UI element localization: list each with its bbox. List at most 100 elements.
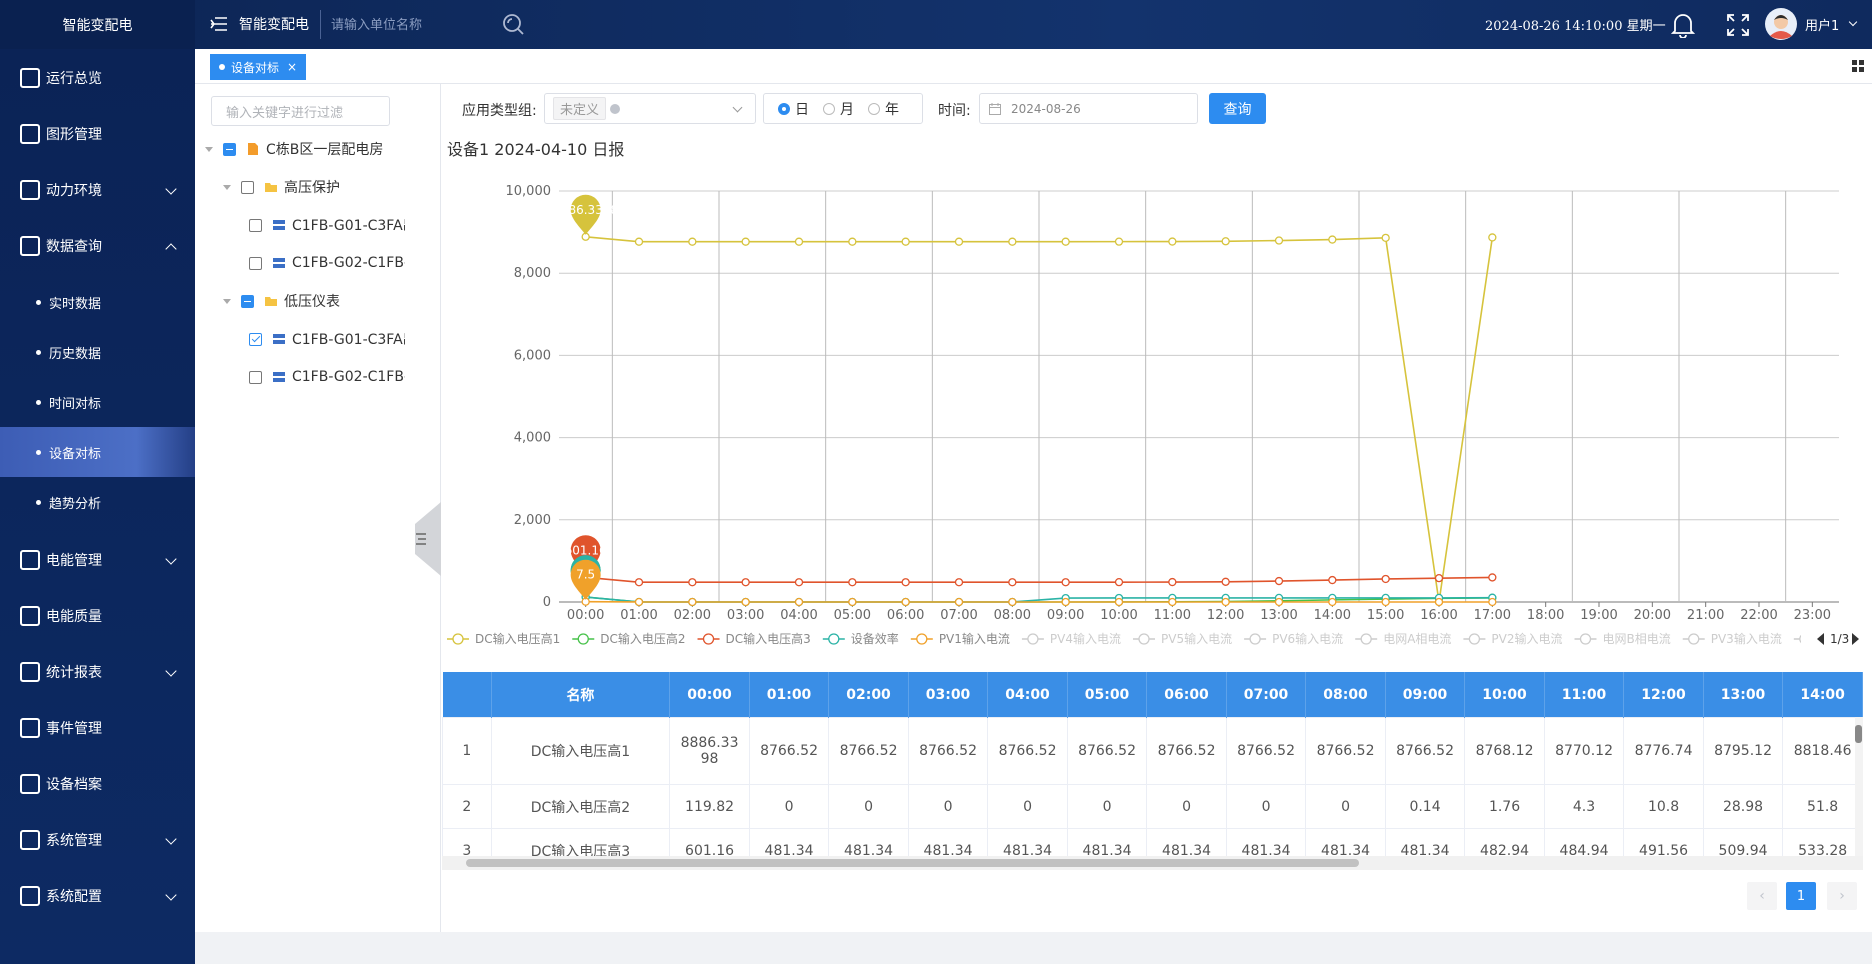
chart: 0 2,000 4,000 6,000 8,000 10,000 00:00 01:00 02:… <box>447 184 1872 646</box>
menu-item[interactable]: 动力环境 <box>0 162 195 218</box>
checkbox[interactable] <box>249 370 262 384</box>
legend-item[interactable]: DC输入电压高2 <box>572 631 686 646</box>
query-button[interactable]: 查询 <box>1209 93 1266 124</box>
table-cell: 8776.74 <box>1623 717 1704 785</box>
menu-item[interactable]: 图形管理 <box>0 106 195 162</box>
legend-item[interactable]: PV6输入电流 <box>1244 631 1343 646</box>
menu-item[interactable]: 事件管理 <box>0 700 195 756</box>
legend-item[interactable]: DC输入电压高3 <box>697 631 811 646</box>
legend-item[interactable]: PV5输入电流 <box>1133 631 1232 646</box>
legend-item[interactable]: DC输入电压高1 <box>447 631 560 646</box>
menu-item[interactable]: 电能质量 <box>0 588 195 644</box>
icon-shape <box>273 340 285 344</box>
tree-node[interactable]: C1FB-G01-C3FA出 <box>241 210 405 240</box>
legend-label: DC输入电压高1 <box>475 631 560 646</box>
h-scroll-thumb[interactable] <box>466 859 1359 867</box>
menu-item[interactable]: 数据查询 <box>0 218 195 274</box>
tree-node[interactable]: C1FB-G01-C3FA出 <box>241 324 405 354</box>
data-point <box>1061 578 1070 587</box>
checkbox[interactable] <box>249 256 262 270</box>
submenu-item[interactable]: 趋势分析 <box>0 477 195 527</box>
fullscreen-icon[interactable] <box>1727 14 1749 36</box>
radio-option[interactable]: 日 <box>778 99 809 119</box>
page-number[interactable]: 1 <box>1786 882 1816 910</box>
checkbox[interactable] <box>249 332 262 346</box>
legend-item[interactable]: PV3输入电流 <box>1682 631 1782 646</box>
time-label: 时间: <box>938 103 971 119</box>
node-icon <box>265 297 277 306</box>
tree-node[interactable]: 低压仪表 <box>223 286 340 316</box>
x-tick-label: 09:00 <box>1047 608 1084 623</box>
x-tick-label: 02:00 <box>674 608 711 623</box>
x-tick-label: 06:00 <box>887 608 924 623</box>
v-scroll-thumb[interactable] <box>1855 725 1862 743</box>
tree-node[interactable]: C1FB-G02-C1FB- <box>241 362 405 392</box>
data-point <box>1381 233 1390 243</box>
legend-item[interactable]: 设备效率 <box>822 631 899 646</box>
radio-option[interactable]: 年 <box>868 99 899 119</box>
data-point <box>794 597 804 607</box>
table-cell: 8770.12 <box>1543 717 1625 785</box>
checkbox[interactable] <box>241 180 254 194</box>
x-tick-label: 23:00 <box>1794 608 1831 623</box>
checkbox[interactable] <box>223 142 236 156</box>
datetime: 2024-08-26 14:10:00 星期一 <box>1485 19 1666 34</box>
radio <box>778 102 790 115</box>
menu-label: 电能管理 <box>46 553 102 569</box>
menu-label: 设备档案 <box>46 777 102 793</box>
avatar[interactable] <box>1765 8 1797 40</box>
legend-prev[interactable] <box>1817 633 1824 645</box>
data-point <box>1168 597 1177 607</box>
data-point <box>901 578 910 587</box>
prev-page[interactable]: ‹ <box>1747 882 1777 910</box>
legend-item[interactable]: 电网B相电流 <box>1574 632 1671 646</box>
tab[interactable]: 设备对标 × <box>210 54 306 80</box>
x-tick-label: 11:00 <box>1154 608 1191 623</box>
next-page[interactable]: › <box>1827 882 1857 910</box>
submenu-item[interactable]: 历史数据 <box>0 327 195 377</box>
checkbox[interactable] <box>249 218 262 232</box>
user-dropdown-arrow[interactable] <box>1848 17 1858 27</box>
submenu-item[interactable]: 实时数据 <box>0 277 195 327</box>
submenu-item[interactable]: 时间对标 <box>0 377 195 427</box>
legend-item[interactable]: 电网C相电流 <box>1793 632 1872 646</box>
node-label: 高压保护 <box>284 180 340 196</box>
checkbox[interactable] <box>241 294 254 308</box>
tree-node[interactable]: C栋B区一层配电房 <box>205 134 383 164</box>
username[interactable]: 用户1 <box>1805 19 1840 34</box>
menu-item[interactable]: 电能管理 <box>0 532 195 588</box>
menu-toggle[interactable] <box>210 15 228 33</box>
icon-shape <box>273 378 285 382</box>
menu-item[interactable]: 系统管理 <box>0 812 195 868</box>
data-point <box>1488 233 1497 242</box>
legend-item[interactable]: PV1输入电流 <box>910 631 1010 646</box>
menu-item[interactable]: 运行总览 <box>0 50 195 106</box>
grid-icon[interactable] <box>1852 60 1864 72</box>
data-point <box>688 578 697 587</box>
legend-next[interactable] <box>1852 633 1859 645</box>
menu-item[interactable]: 统计报表 <box>0 644 195 700</box>
tree-node[interactable]: C1FB-G02-C1FB- <box>241 248 405 278</box>
tag-close[interactable] <box>610 103 621 114</box>
type-select[interactable]: 未定义 <box>544 93 756 124</box>
collapse-handle[interactable] <box>405 502 441 576</box>
bell-icon[interactable] <box>1671 12 1695 38</box>
search-icon[interactable] <box>502 13 524 35</box>
menu-item[interactable]: 系统配置 <box>0 868 195 924</box>
tree-filter[interactable]: 输入关键字进行过滤 <box>211 96 390 126</box>
thead: 名称 00:00 01:00 02:00 03:00 04:00 05:00 06:00 07:… <box>442 672 1863 718</box>
menu-item[interactable]: 设备档案 <box>0 756 195 812</box>
legend-item[interactable]: PV2输入电流 <box>1463 631 1563 646</box>
tree-node[interactable]: 高压保护 <box>223 172 340 202</box>
radio-option[interactable]: 月 <box>823 99 854 119</box>
submenu-item[interactable]: 设备对标 <box>0 427 195 477</box>
radio-label: 年 <box>885 101 899 118</box>
legend-item[interactable]: PV4输入电流 <box>1021 631 1121 646</box>
search-input[interactable]: 请输入单位名称 <box>331 18 423 33</box>
tab-close[interactable]: × <box>287 60 298 74</box>
legend-item[interactable]: 电网A相电流 <box>1355 632 1451 646</box>
legend-swatch-dot <box>577 633 589 645</box>
date-picker[interactable]: 2024-08-26 <box>979 93 1198 124</box>
data-point <box>634 597 644 607</box>
logo: 智能变配电 <box>0 0 195 49</box>
